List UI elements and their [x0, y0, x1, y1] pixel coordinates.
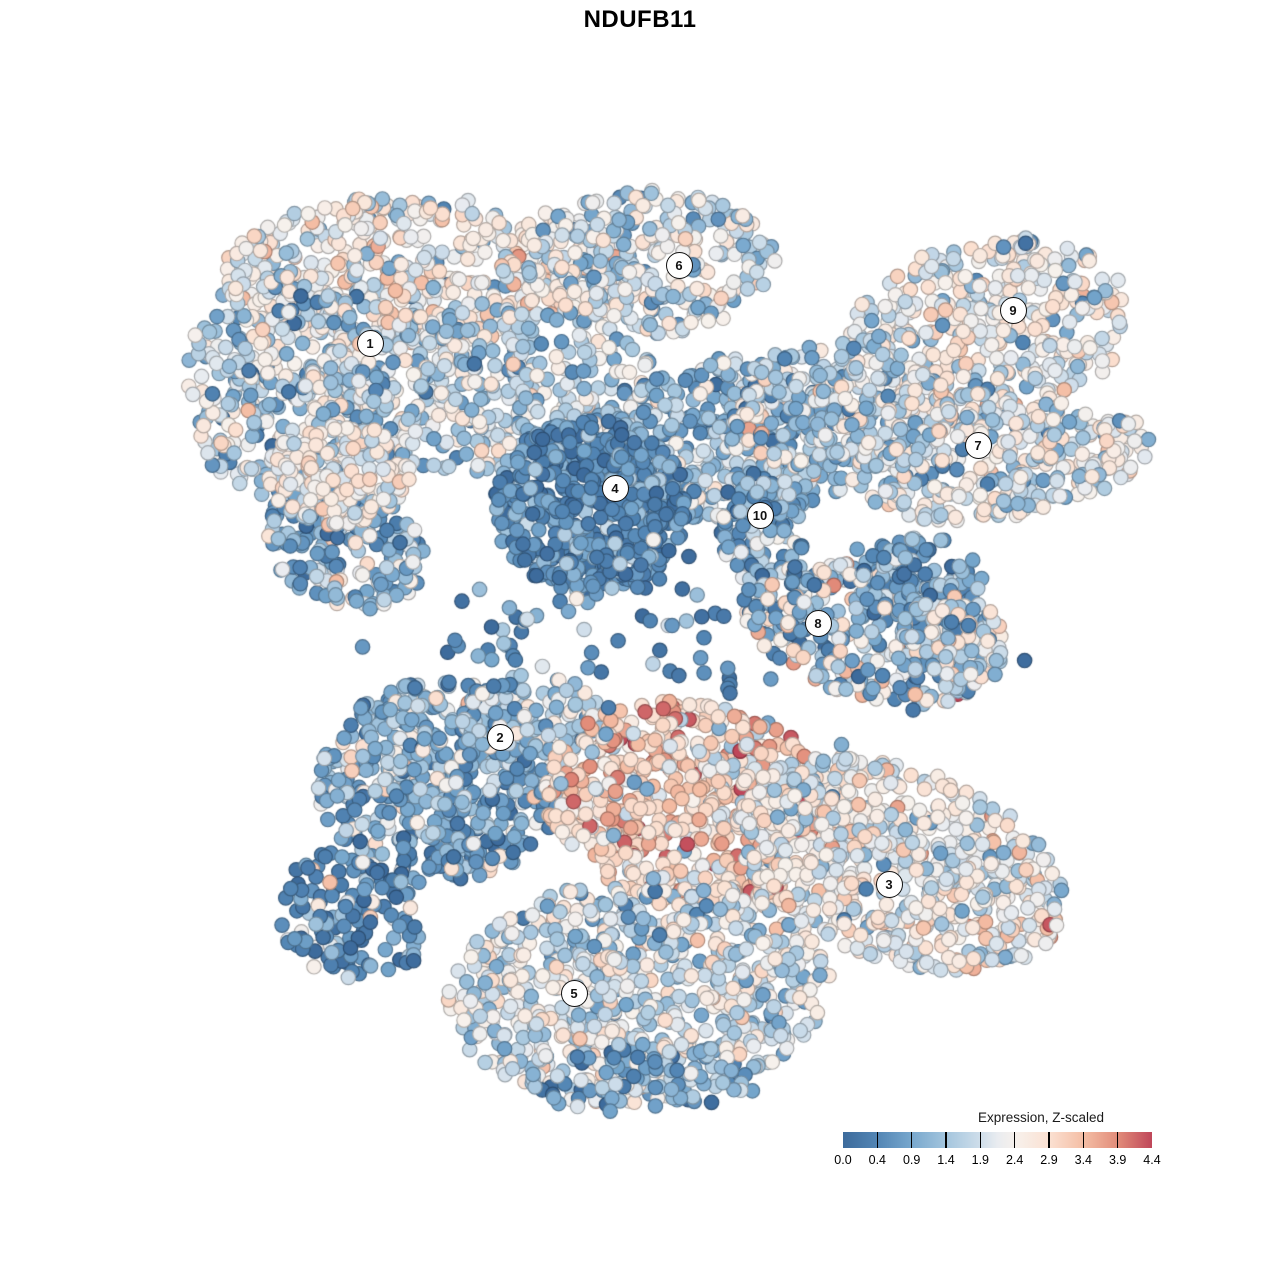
cluster-label-7: 7 [964, 431, 992, 459]
legend-title: Expression, Z-scaled [978, 1110, 1105, 1125]
cluster-label-4: 4 [601, 474, 629, 502]
legend-tick [876, 1132, 879, 1148]
legend-tick [945, 1132, 947, 1148]
legend-tick-label: 0.9 [902, 1153, 921, 1167]
cluster-label-9: 9 [999, 296, 1027, 324]
legend-tick-label: 2.4 [1005, 1153, 1024, 1167]
cluster-label-1: 1 [356, 329, 384, 357]
legend-tick [1048, 1132, 1050, 1148]
cluster-label-5: 5 [560, 979, 588, 1007]
legend-tick [1082, 1132, 1085, 1148]
legend-tick-label: 0.4 [868, 1153, 887, 1167]
cluster-label-2: 2 [486, 723, 514, 751]
legend-tick-label: 2.9 [1040, 1153, 1058, 1167]
legend-tick-label: 3.4 [1074, 1153, 1093, 1167]
legend-tick [1013, 1132, 1016, 1148]
legend-tick-label: 1.9 [971, 1153, 990, 1167]
cluster-label-10: 10 [746, 501, 774, 529]
legend-tick [910, 1132, 913, 1148]
cluster-label-3: 3 [875, 870, 903, 898]
cluster-label-8: 8 [804, 609, 832, 637]
cluster-label-6: 6 [665, 251, 693, 279]
legend-tick [1116, 1132, 1119, 1148]
legend-tick-label: 4.4 [1143, 1153, 1161, 1167]
legend-tick [979, 1132, 982, 1148]
legend-tick-label: 3.9 [1108, 1153, 1127, 1167]
legend-colorbar [843, 1132, 1152, 1148]
chart-title: NDUFB11 [583, 6, 697, 33]
legend-tick-label: 0.0 [834, 1153, 852, 1167]
legend-tick-label: 1.4 [937, 1153, 955, 1167]
